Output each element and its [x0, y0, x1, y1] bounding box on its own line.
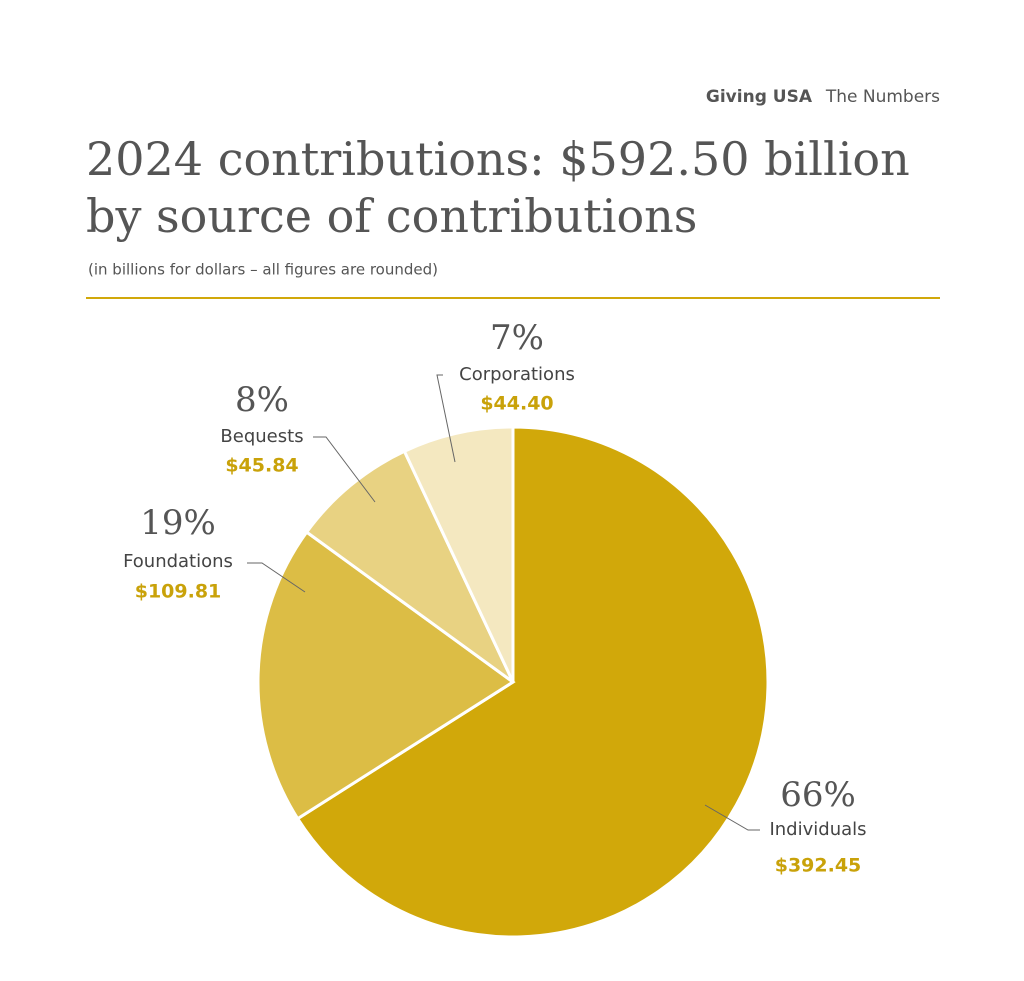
- section: The Numbers: [825, 87, 940, 107]
- amount-label: $45.84: [225, 455, 298, 477]
- pie-slice: [256, 530, 516, 821]
- category-label: Corporations: [459, 364, 575, 385]
- amount-label: $44.40: [480, 393, 553, 415]
- category-label: Individuals: [769, 819, 866, 840]
- pie-slice: [304, 449, 515, 684]
- amount-label: $392.45: [775, 855, 862, 877]
- percent-label: 8%: [235, 380, 289, 420]
- amount-label: $109.81: [135, 581, 222, 603]
- pie-slice: [295, 425, 770, 939]
- leader-line: [704, 804, 760, 831]
- percent-label: 66%: [780, 775, 856, 815]
- leader-line: [313, 436, 376, 503]
- category-label: Bequests: [220, 426, 303, 447]
- category-label: Foundations: [123, 551, 233, 572]
- leader-line: [247, 562, 306, 593]
- percent-label: 19%: [140, 503, 216, 543]
- chart-title: by source of contributions: [86, 189, 697, 243]
- brand: Giving USA: [706, 87, 813, 107]
- chart-title: 2024 contributions: $592.50 billion: [86, 132, 910, 186]
- leader-line: [436, 374, 456, 463]
- subtitle: (in billions for dollars – all figures a…: [88, 261, 438, 279]
- pie-slice: [402, 425, 515, 683]
- percent-label: 7%: [490, 318, 544, 358]
